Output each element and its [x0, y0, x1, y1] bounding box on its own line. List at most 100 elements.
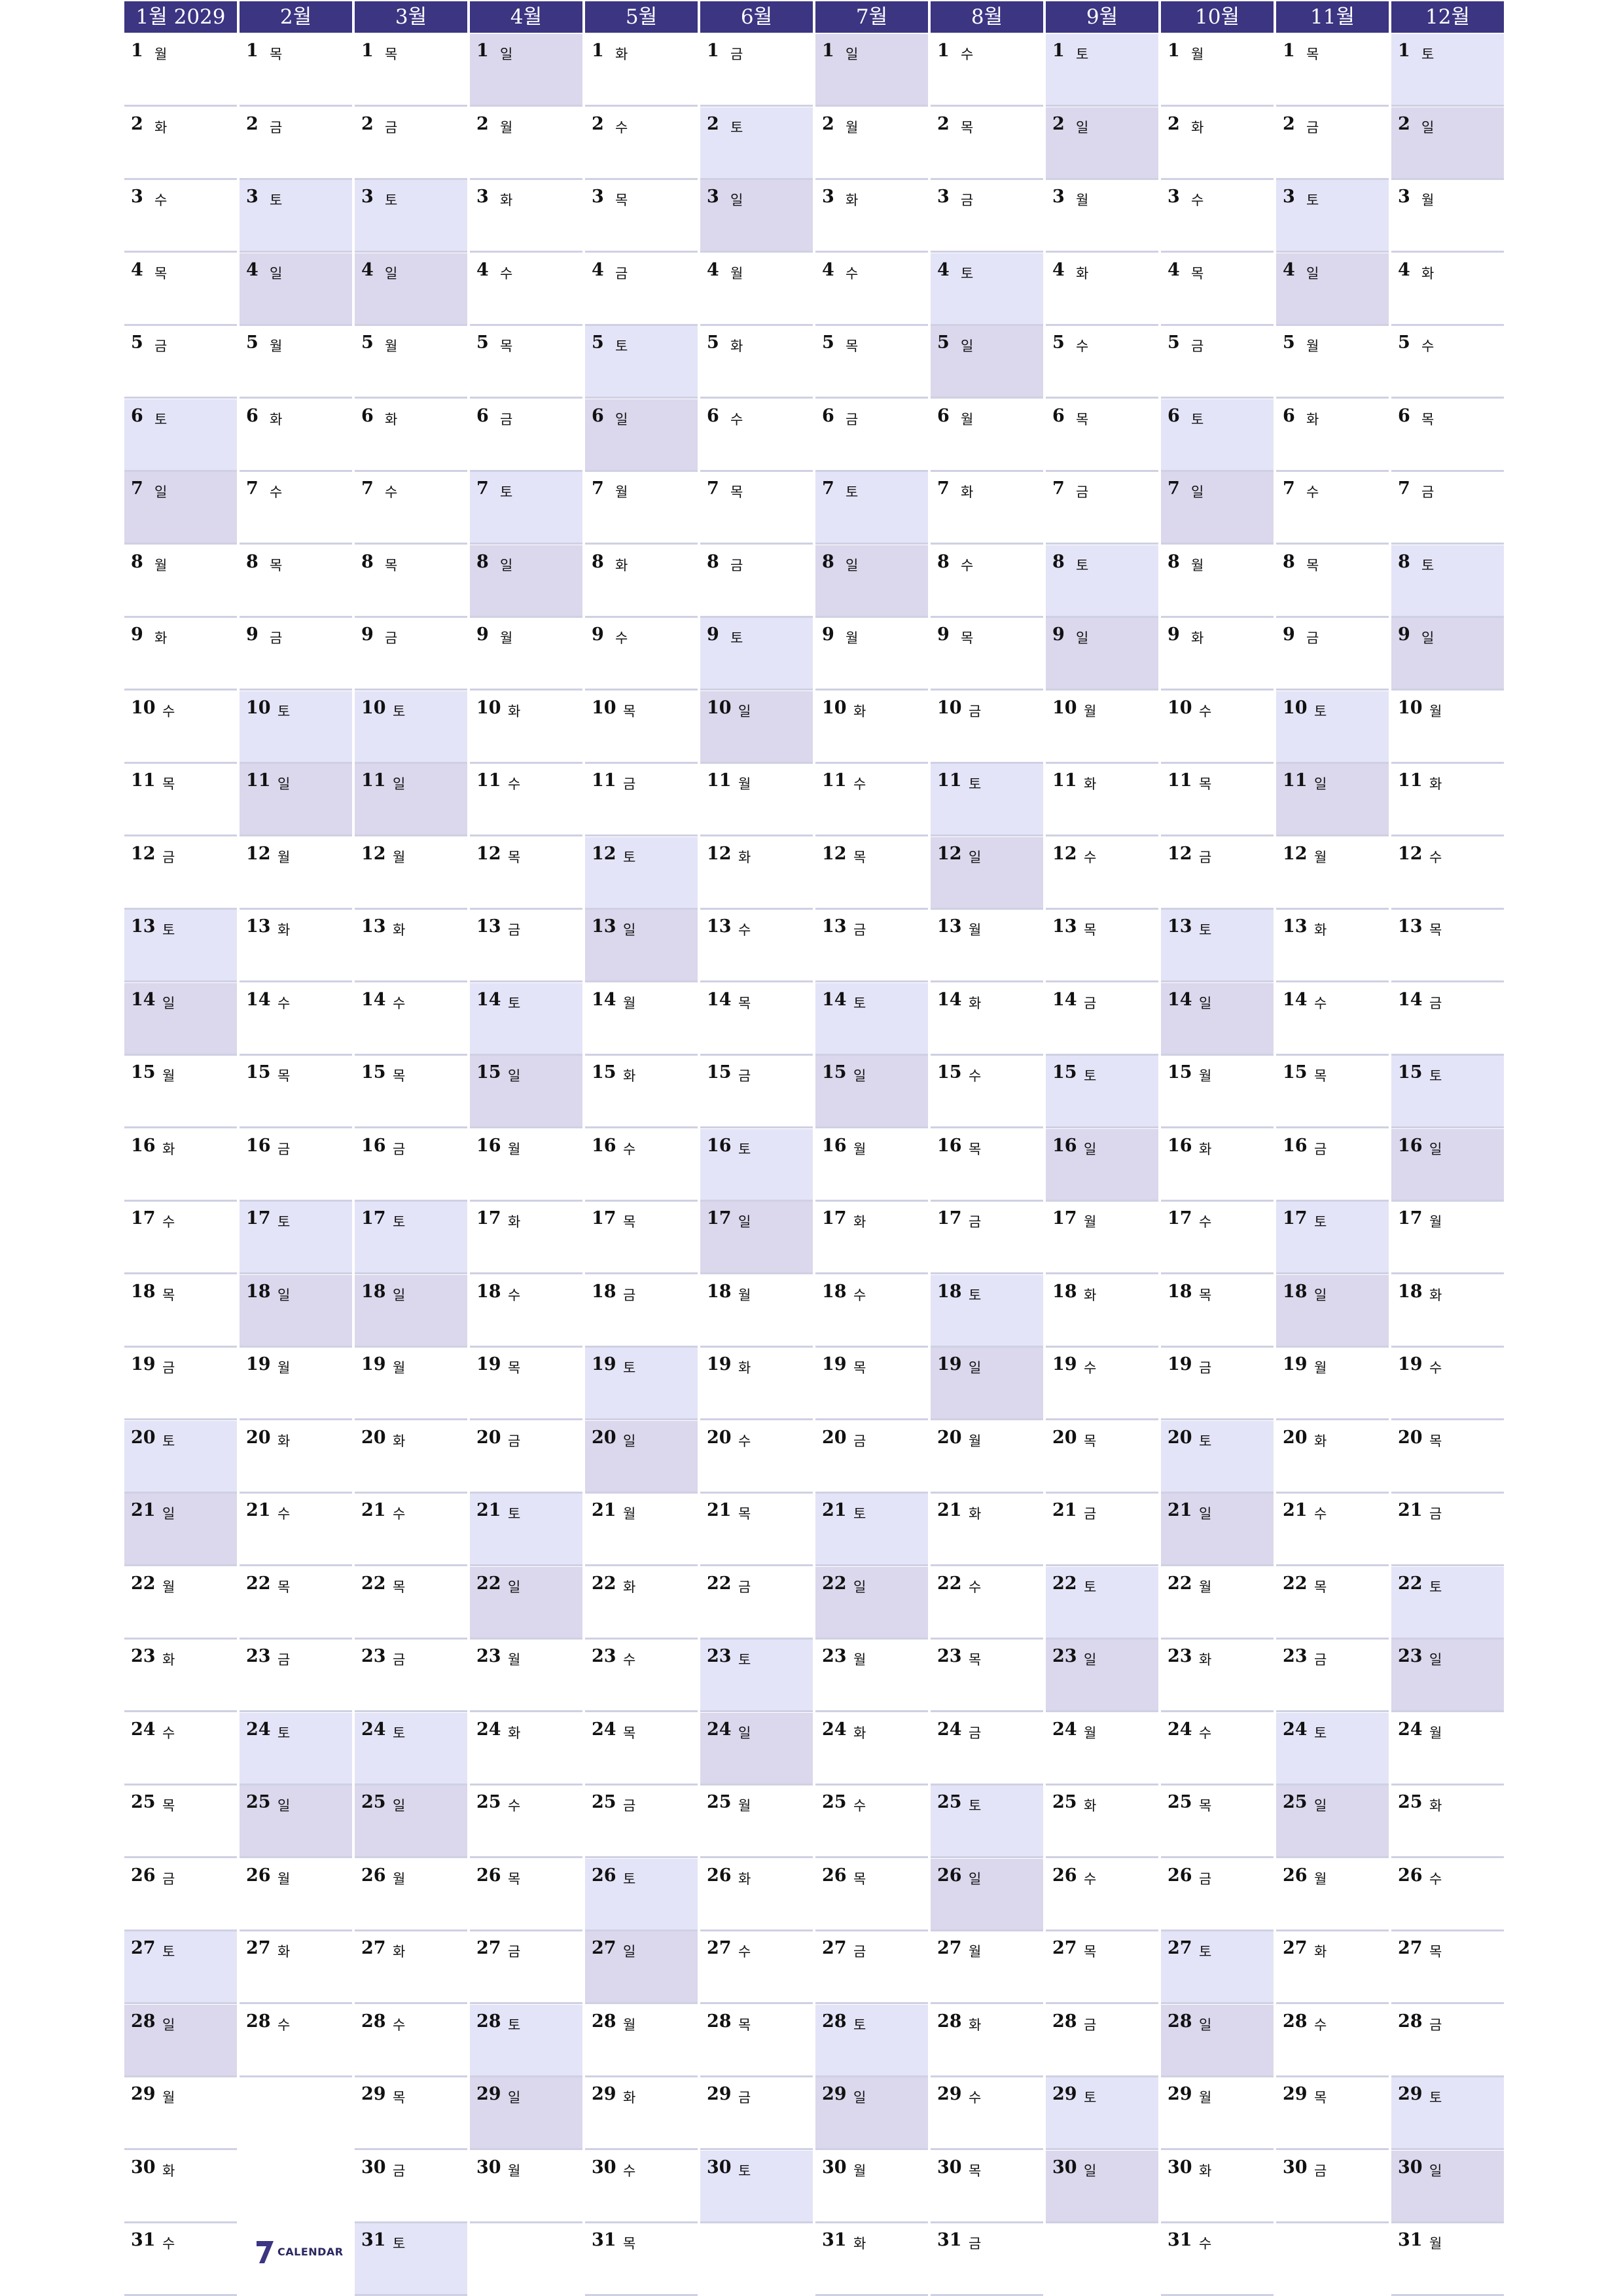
day-weekday: 토 — [969, 776, 982, 792]
day-cell: 16 화 — [1161, 1129, 1274, 1202]
day-number: 18 — [707, 1282, 732, 1302]
day-cell: 22 일 — [470, 1567, 582, 1640]
day-number: 22 — [361, 1573, 386, 1594]
day-cell: 25 화 — [1391, 1785, 1504, 1858]
day-cell: 17 일 — [700, 1202, 813, 1274]
day-cell: 25 일 — [240, 1785, 352, 1858]
day-weekday: 목 — [961, 120, 974, 135]
day-weekday: 일 — [393, 1798, 406, 1814]
day-weekday: 금 — [1314, 1141, 1327, 1157]
day-weekday: 화 — [1314, 1944, 1327, 1960]
day-number: 3 — [361, 187, 374, 207]
day-cell: 13 화 — [355, 910, 467, 982]
day-number: 23 — [361, 1646, 386, 1666]
day-weekday: 목 — [393, 2090, 406, 2106]
day-number: 2 — [361, 114, 374, 134]
day-number: 6 — [361, 406, 374, 426]
day-number: 24 — [707, 1719, 732, 1740]
day-cell: 18 수 — [815, 1275, 928, 1348]
day-cell: 11 목 — [124, 764, 237, 836]
day-cell: 14 수 — [240, 983, 352, 1056]
day-weekday: 화 — [1199, 1652, 1212, 1668]
day-number: 16 — [1398, 1136, 1423, 1156]
day-cell: 18 화 — [1391, 1275, 1504, 1348]
day-number: 13 — [822, 916, 847, 937]
day-cell: 11 화 — [1391, 764, 1504, 836]
day-number: 26 — [1168, 1865, 1192, 1886]
day-weekday: 수 — [1306, 484, 1319, 500]
day-number: 9 — [1168, 624, 1180, 645]
day-cell: 24 화 — [470, 1713, 582, 1785]
day-cell: 13 목 — [1391, 910, 1504, 982]
day-number: 10 — [476, 698, 501, 718]
day-cell: 24 토 — [355, 1713, 467, 1785]
day-cell: 19 토 — [585, 1348, 698, 1420]
day-weekday: 월 — [508, 1652, 521, 1668]
day-number: 27 — [1052, 1938, 1077, 1958]
day-number: 17 — [1052, 1208, 1077, 1229]
day-cell: 24 수 — [1161, 1713, 1274, 1785]
day-weekday: 목 — [623, 2236, 636, 2251]
day-cell: 17 토 — [355, 1202, 467, 1274]
day-cell: 10 목 — [585, 691, 698, 764]
day-weekday: 금 — [969, 1214, 982, 1230]
day-number: 11 — [131, 770, 156, 791]
day-number: 1 — [822, 41, 834, 61]
day-cell: 16 금 — [240, 1129, 352, 1202]
day-weekday: 화 — [853, 2236, 866, 2251]
day-weekday: 수 — [853, 776, 866, 792]
day-cell: 13 금 — [815, 910, 928, 982]
day-weekday: 월 — [162, 2090, 175, 2106]
day-number: 25 — [1283, 1792, 1308, 1812]
day-number: 29 — [1398, 2084, 1423, 2104]
day-weekday: 목 — [1314, 2090, 1327, 2106]
day-weekday: 목 — [1084, 1944, 1097, 1960]
day-number: 10 — [937, 698, 962, 718]
day-weekday: 월 — [393, 1871, 406, 1887]
day-cell: 15 일 — [470, 1056, 582, 1128]
day-number: 16 — [131, 1136, 156, 1156]
day-weekday: 토 — [738, 2163, 751, 2179]
day-cell: 27 수 — [700, 1931, 813, 2004]
day-number: 29 — [822, 2084, 847, 2104]
day-weekday: 일 — [500, 46, 513, 62]
day-weekday: 일 — [162, 2017, 175, 2033]
day-weekday: 화 — [1314, 1433, 1327, 1449]
day-cell: 18 수 — [470, 1275, 582, 1348]
day-weekday: 일 — [277, 776, 291, 792]
day-cell: 15 금 — [700, 1056, 813, 1128]
day-cell: 16 월 — [815, 1129, 928, 1202]
day-cell: 14 일 — [1161, 983, 1274, 1056]
day-weekday: 금 — [162, 1871, 175, 1887]
day-number: 20 — [592, 1427, 616, 1448]
day-number: 31 — [822, 2230, 847, 2250]
day-cell: 30 화 — [1161, 2151, 1274, 2223]
day-number: 12 — [1052, 844, 1077, 864]
day-cell: 17 화 — [470, 1202, 582, 1274]
day-weekday: 월 — [730, 266, 743, 281]
day-weekday: 목 — [508, 1871, 521, 1887]
day-cell: 14 토 — [815, 983, 928, 1056]
day-weekday: 화 — [1084, 1287, 1097, 1303]
day-weekday: 목 — [1429, 922, 1442, 938]
day-cell: 28 일 — [1161, 2005, 1274, 2077]
day-number: 14 — [361, 990, 386, 1010]
day-cell: 21 토 — [470, 1494, 582, 1566]
day-number: 25 — [476, 1792, 501, 1812]
day-cell: 31 수 — [124, 2223, 237, 2296]
day-number: 3 — [937, 187, 950, 207]
day-weekday: 금 — [508, 922, 521, 938]
day-cell: 13 화 — [240, 910, 352, 982]
month-header: 4월 — [470, 1, 582, 33]
